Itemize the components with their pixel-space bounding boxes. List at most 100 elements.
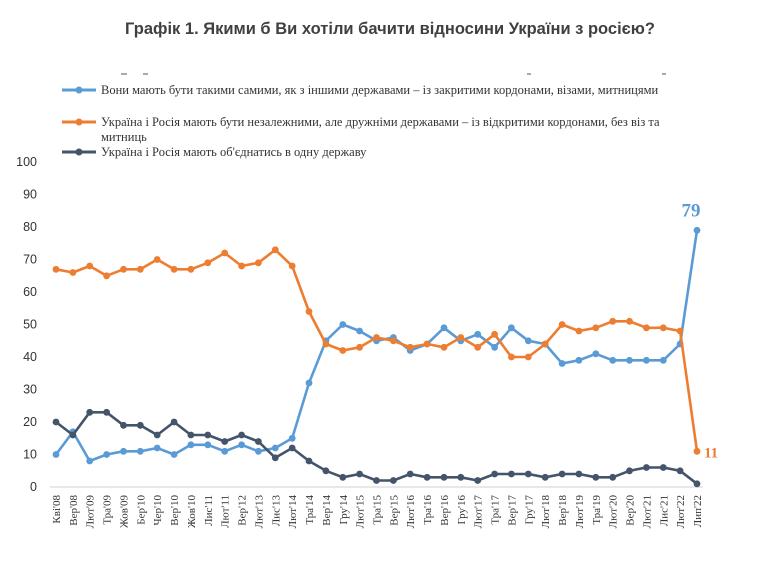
y-tick-label-60: 60 [23,285,37,299]
data-point-s2-0 [52,418,60,426]
x-tick-label-6: Чер'10 [152,495,164,526]
data-point-s2-20 [390,477,397,484]
x-tick-label-10: Лют'11 [220,495,232,528]
x-tick-label-16: Вер'14 [321,495,333,526]
data-point-s1-12 [255,259,262,267]
data-point-s1-3 [103,272,110,280]
data-point-s2-12 [255,438,262,445]
data-point-s1-21 [406,343,414,351]
data-point-s2-13 [271,454,279,462]
data-point-s1-38 [693,447,701,455]
data-point-s2-11 [238,431,246,439]
y-tick-label-80: 80 [23,220,37,234]
data-point-s0-7 [170,451,178,458]
x-tick-label-36: Лис'21 [658,495,670,526]
data-point-s0-34 [626,356,633,364]
y-tick-label-20: 20 [23,415,37,429]
x-tick-label-35: Лют'21 [641,495,653,528]
data-point-s1-14 [288,262,296,270]
data-point-s0-2 [86,457,94,465]
data-point-s1-20 [390,337,397,345]
x-tick-label-18: Лют'15 [355,495,367,529]
data-point-s2-35 [643,464,650,471]
data-point-s1-27 [508,353,515,361]
data-point-s1-29 [541,340,549,348]
x-tick-label-22: Тра'16 [422,495,434,525]
data-point-s0-32 [592,350,600,358]
data-point-s0-5 [136,447,144,455]
series-line-0 [54,230,699,463]
data-point-s1-31 [575,327,583,335]
data-point-s0-18 [356,327,363,335]
x-tick-label-33: Лют'20 [608,495,620,529]
x-tick-label-19: Тра'15 [372,495,384,525]
data-point-s2-9 [204,431,212,439]
data-point-s1-36 [659,324,667,332]
end-value-label-1: 11 [704,445,718,461]
data-point-s1-25 [474,343,482,351]
data-point-s2-24 [457,473,465,481]
data-point-s1-19 [373,334,380,341]
y-tick-label-90: 90 [23,188,37,202]
data-point-s2-5 [136,421,144,429]
x-tick-label-7: Вер'10 [169,495,181,526]
data-point-s1-13 [271,246,279,254]
data-point-s2-18 [356,470,363,478]
data-point-s2-22 [423,473,431,481]
x-tick-label-38: Лип'22 [692,495,704,527]
data-point-s1-33 [609,317,617,325]
data-point-s2-31 [575,470,583,478]
data-point-s2-17 [339,473,347,481]
data-point-s1-17 [339,347,347,354]
data-point-s2-21 [406,470,414,478]
x-tick-label-28: Гру'17 [523,495,535,525]
legend-marker-2 [75,148,83,156]
data-point-s2-4 [120,421,127,429]
legend-label-1: Україна і Росія мають бути незалежними, … [101,115,660,144]
x-tick-label-31: Лют'19 [574,495,586,529]
x-tick-label-21: Лют'16 [405,495,417,529]
x-tick-label-9: Лис'11 [203,495,215,526]
y-tick-label-30: 30 [23,383,37,397]
data-point-s1-28 [524,353,532,361]
data-point-s2-33 [609,473,617,481]
data-point-s1-11 [238,262,246,270]
data-point-s0-4 [120,447,127,455]
data-point-s2-14 [288,444,296,452]
x-tick-label-11: Вер'12 [237,495,249,526]
data-point-s1-1 [69,269,77,276]
data-point-s0-6 [153,444,161,452]
data-point-s0-0 [52,451,60,458]
data-point-s1-26 [491,330,498,338]
data-point-s1-34 [626,317,633,325]
data-point-s0-11 [238,441,246,449]
x-tick-label-0: Кві'08 [51,495,63,524]
data-point-s0-33 [609,356,617,364]
data-point-s1-5 [136,265,144,273]
data-point-s2-29 [541,473,549,481]
data-point-s1-24 [457,334,465,341]
data-point-s1-0 [52,265,60,273]
data-point-s2-27 [508,470,515,478]
data-point-s2-37 [676,467,684,475]
x-tick-label-8: Жов'10 [186,495,198,528]
x-tick-label-23: Вер'16 [439,495,451,526]
legend-label-0: Вони мають бути такими самими, як з інши… [101,83,659,97]
data-point-s0-15 [305,379,313,387]
data-point-s2-3 [103,408,110,416]
legend-marker-1 [75,118,83,126]
data-point-s2-32 [592,473,600,481]
x-tick-label-4: Жов'09 [118,495,130,528]
data-point-s0-31 [575,356,583,364]
y-tick-label-70: 70 [23,253,37,267]
x-tick-label-5: Бер'10 [135,495,147,525]
x-tick-label-25: Лют'17 [473,495,485,529]
data-point-s2-10 [221,438,229,445]
data-point-s1-9 [204,259,212,267]
y-tick-label-10: 10 [23,448,37,462]
y-tick-label-100: 100 [16,155,37,169]
data-point-s2-23 [440,473,448,481]
data-point-s1-8 [187,265,195,273]
x-tick-label-13: Лис'13 [270,495,282,527]
